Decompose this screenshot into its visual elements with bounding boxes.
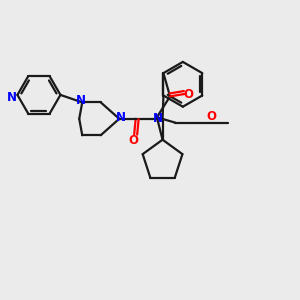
Text: N: N <box>153 112 163 125</box>
Text: O: O <box>206 110 217 123</box>
Text: N: N <box>8 91 17 104</box>
Text: O: O <box>129 134 139 147</box>
Text: N: N <box>76 94 86 107</box>
Text: N: N <box>116 111 125 124</box>
Text: O: O <box>184 88 194 100</box>
